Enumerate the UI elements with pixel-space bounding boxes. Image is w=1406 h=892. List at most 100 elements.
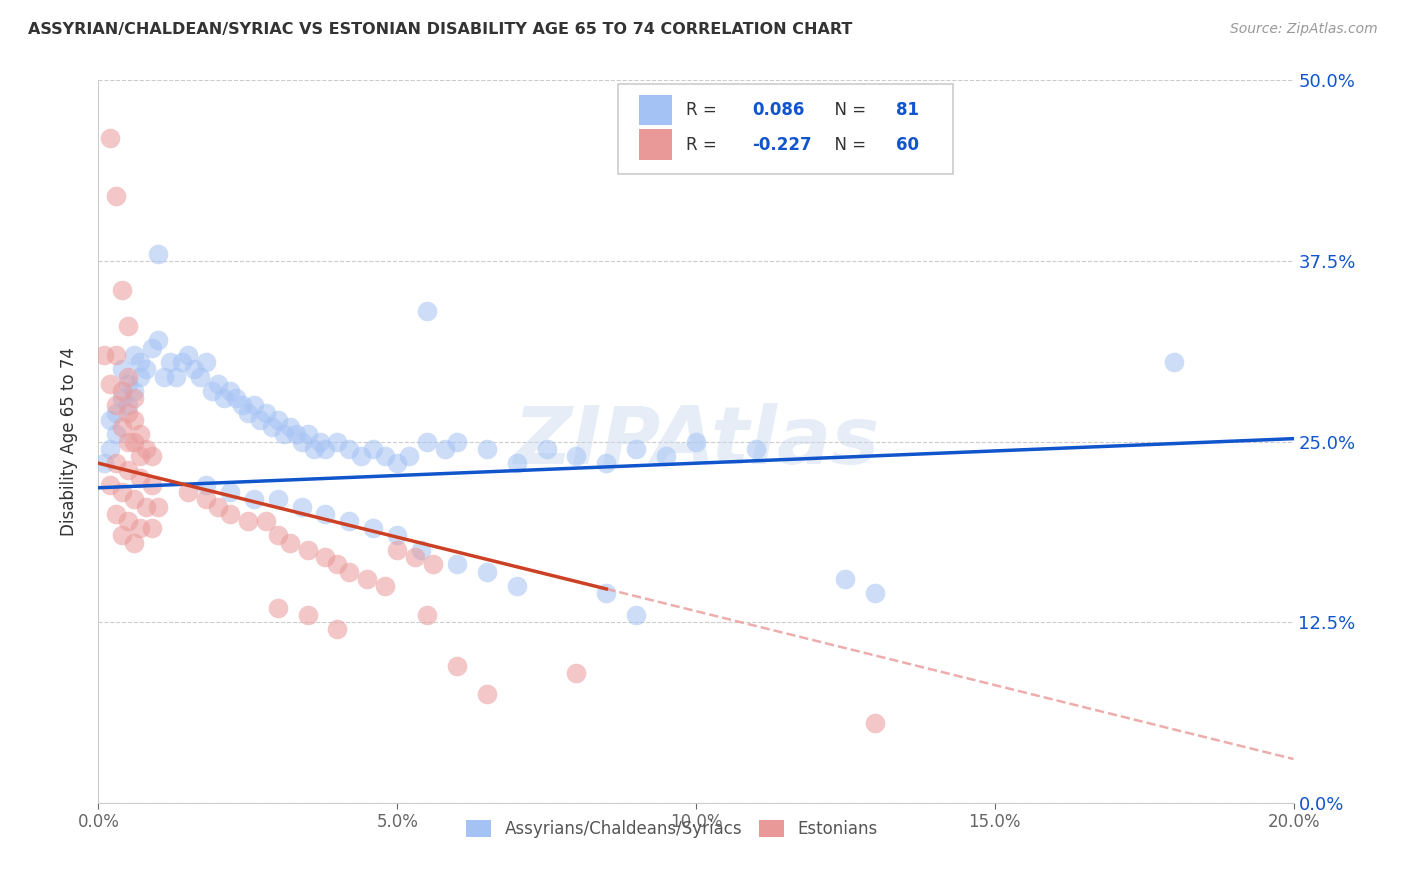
- Point: [207, 500, 229, 514]
- Point: [93, 348, 115, 362]
- Point: [98, 131, 122, 145]
- Point: [267, 528, 290, 542]
- Point: [159, 355, 181, 369]
- Point: [141, 449, 163, 463]
- Point: [117, 434, 139, 449]
- Point: [308, 434, 330, 449]
- Point: [117, 376, 139, 391]
- Point: [117, 463, 139, 477]
- Point: [135, 442, 157, 456]
- Point: [111, 485, 134, 500]
- Point: [195, 492, 218, 507]
- Point: [745, 442, 768, 456]
- FancyBboxPatch shape: [619, 84, 953, 174]
- Point: [124, 391, 146, 405]
- Point: [865, 716, 887, 731]
- Point: [201, 384, 224, 398]
- Point: [105, 456, 128, 470]
- Point: [326, 623, 349, 637]
- Point: [124, 434, 146, 449]
- Point: [117, 369, 139, 384]
- Point: [135, 500, 157, 514]
- Point: [111, 362, 134, 376]
- Point: [385, 456, 409, 470]
- Point: [506, 579, 529, 593]
- Point: [177, 348, 200, 362]
- Point: [183, 362, 205, 376]
- Point: [291, 434, 314, 449]
- Point: [236, 514, 259, 528]
- Point: [326, 434, 349, 449]
- Point: [363, 521, 385, 535]
- Point: [243, 492, 266, 507]
- Point: [219, 485, 242, 500]
- Text: 81: 81: [896, 101, 918, 119]
- Point: [129, 521, 152, 535]
- Point: [363, 442, 385, 456]
- Text: Source: ZipAtlas.com: Source: ZipAtlas.com: [1230, 22, 1378, 37]
- Point: [249, 413, 271, 427]
- Point: [117, 318, 139, 333]
- Point: [326, 558, 349, 572]
- Point: [595, 456, 617, 470]
- Point: [105, 398, 128, 412]
- Point: [315, 507, 337, 521]
- Point: [172, 355, 194, 369]
- Point: [141, 341, 163, 355]
- Point: [219, 507, 242, 521]
- Point: [129, 470, 152, 484]
- Point: [565, 449, 588, 463]
- Point: [626, 607, 648, 622]
- Point: [284, 427, 307, 442]
- Point: [129, 449, 152, 463]
- Point: [260, 420, 283, 434]
- Point: [385, 528, 409, 542]
- Text: R =: R =: [686, 136, 723, 153]
- Point: [273, 427, 295, 442]
- Point: [111, 384, 134, 398]
- Point: [267, 492, 290, 507]
- Point: [243, 398, 266, 412]
- Point: [834, 572, 856, 586]
- Text: R =: R =: [686, 101, 728, 119]
- Point: [254, 514, 277, 528]
- Point: [475, 565, 498, 579]
- Text: -0.227: -0.227: [752, 136, 811, 153]
- Point: [315, 442, 337, 456]
- Y-axis label: Disability Age 65 to 74: Disability Age 65 to 74: [59, 347, 77, 536]
- Point: [153, 369, 176, 384]
- Point: [129, 427, 152, 442]
- Point: [267, 600, 290, 615]
- Point: [254, 406, 277, 420]
- Point: [685, 434, 707, 449]
- Point: [117, 406, 139, 420]
- Point: [98, 376, 122, 391]
- Point: [506, 456, 529, 470]
- Point: [278, 420, 301, 434]
- Text: N =: N =: [824, 136, 872, 153]
- Point: [124, 348, 146, 362]
- Point: [374, 449, 396, 463]
- Point: [446, 658, 468, 673]
- Point: [105, 507, 128, 521]
- Point: [626, 442, 648, 456]
- Point: [124, 413, 146, 427]
- Point: [356, 572, 378, 586]
- Point: [231, 398, 253, 412]
- Text: 0.086: 0.086: [752, 101, 804, 119]
- Bar: [638, 95, 672, 125]
- Point: [105, 427, 128, 442]
- Point: [105, 406, 128, 420]
- Point: [141, 478, 163, 492]
- Point: [219, 384, 242, 398]
- Point: [148, 334, 170, 348]
- Point: [297, 542, 319, 557]
- Text: ZIPAtlas: ZIPAtlas: [513, 402, 879, 481]
- Point: [302, 442, 325, 456]
- Point: [111, 528, 134, 542]
- Point: [655, 449, 678, 463]
- Point: [267, 413, 290, 427]
- Point: [315, 550, 337, 565]
- Point: [105, 189, 128, 203]
- Bar: [638, 129, 672, 160]
